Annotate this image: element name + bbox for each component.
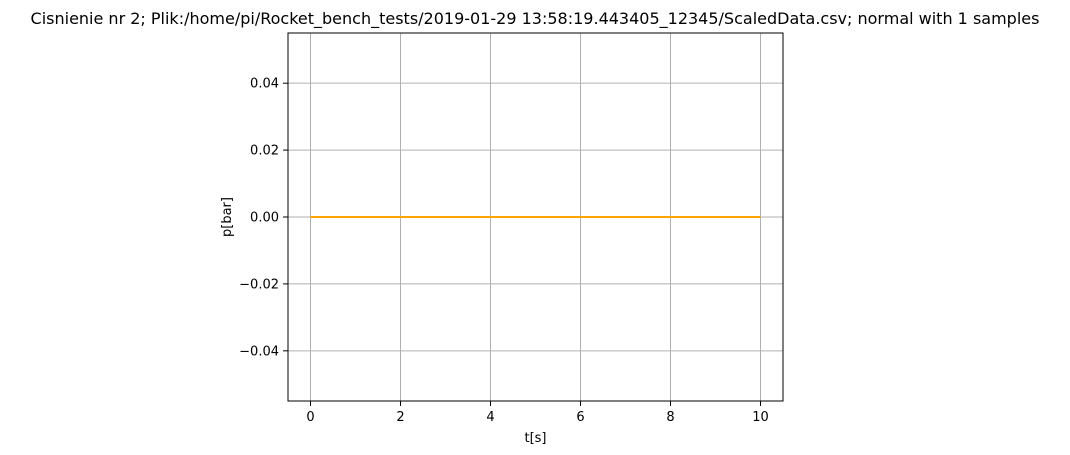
axis-ticks: 0 2 4 6 8 10 0.04 0.02 0.00 −0.02 −0.04 <box>239 77 769 425</box>
x-tick-label: 10 <box>752 410 769 425</box>
y-tick-label: 0.00 <box>250 211 279 226</box>
y-tick-label: −0.04 <box>239 344 279 359</box>
y-tick-label: −0.02 <box>239 277 279 292</box>
x-tick-label: 4 <box>486 410 494 425</box>
y-tick-label: 0.02 <box>250 144 279 159</box>
x-tick-label: 8 <box>666 410 674 425</box>
x-tick-label: 0 <box>306 410 314 425</box>
chart-title: Cisnienie nr 2; Plik:/home/pi/Rocket_ben… <box>31 9 1040 29</box>
x-tick-label: 2 <box>396 410 404 425</box>
y-axis-label: p[bar] <box>220 197 235 237</box>
x-tick-label: 6 <box>576 410 584 425</box>
x-axis-label: t[s] <box>524 431 546 446</box>
y-tick-label: 0.04 <box>250 77 279 92</box>
